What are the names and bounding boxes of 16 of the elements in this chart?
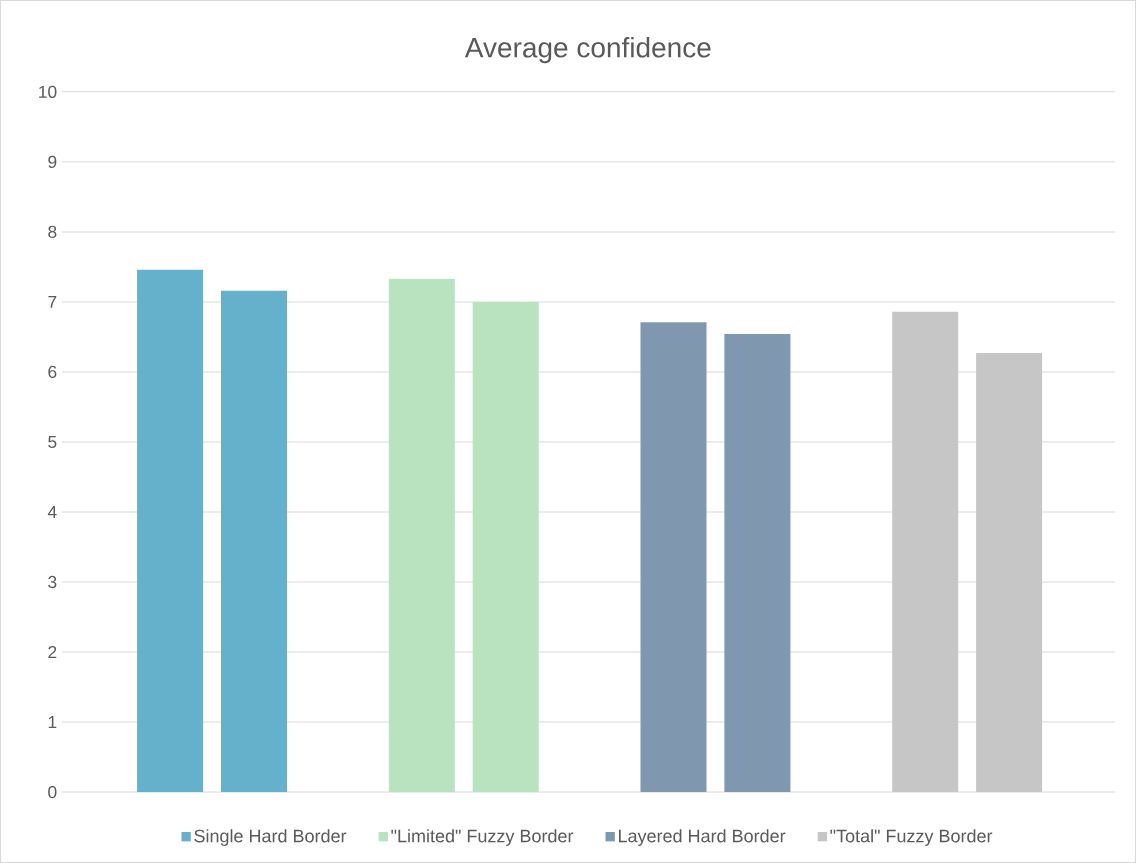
legend-label: "Limited" Fuzzy Border <box>391 829 574 846</box>
chart-title: Average confidence <box>464 37 711 64</box>
y-tick-label: 0 <box>48 785 57 799</box>
y-tick-label: 8 <box>48 225 57 239</box>
y-tick-label: 9 <box>48 155 57 169</box>
legend-label: "Total" Fuzzy Border <box>830 829 993 846</box>
y-tick-label: 1 <box>48 716 57 729</box>
y-tick-label: 5 <box>48 435 57 449</box>
y-tick-label: 6 <box>48 365 57 379</box>
legend-label: Single Hard Border <box>194 829 347 846</box>
y-tick-label: 10 <box>39 85 57 99</box>
legend-label: Layered Hard Border <box>618 829 786 846</box>
y-tick-label: 3 <box>48 575 57 589</box>
y-tick-label: 2 <box>48 646 57 659</box>
y-tick-label: 7 <box>48 296 57 308</box>
y-tick-label: 4 <box>47 506 57 518</box>
